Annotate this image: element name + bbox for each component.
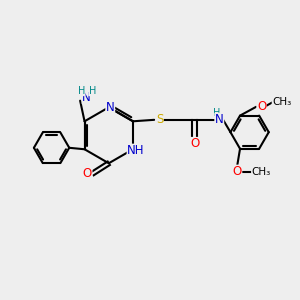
Text: S: S <box>156 113 163 126</box>
Text: N: N <box>82 91 91 103</box>
Text: N: N <box>106 101 115 114</box>
Text: O: O <box>232 165 242 178</box>
Text: H: H <box>213 108 220 118</box>
Text: CH₃: CH₃ <box>252 167 271 177</box>
Text: CH₃: CH₃ <box>272 98 292 107</box>
Text: N: N <box>215 113 224 126</box>
Text: O: O <box>83 167 92 180</box>
Text: O: O <box>257 100 266 113</box>
Text: O: O <box>190 137 199 151</box>
Text: NH: NH <box>127 144 145 157</box>
Text: H: H <box>89 86 96 96</box>
Text: H: H <box>78 86 85 96</box>
